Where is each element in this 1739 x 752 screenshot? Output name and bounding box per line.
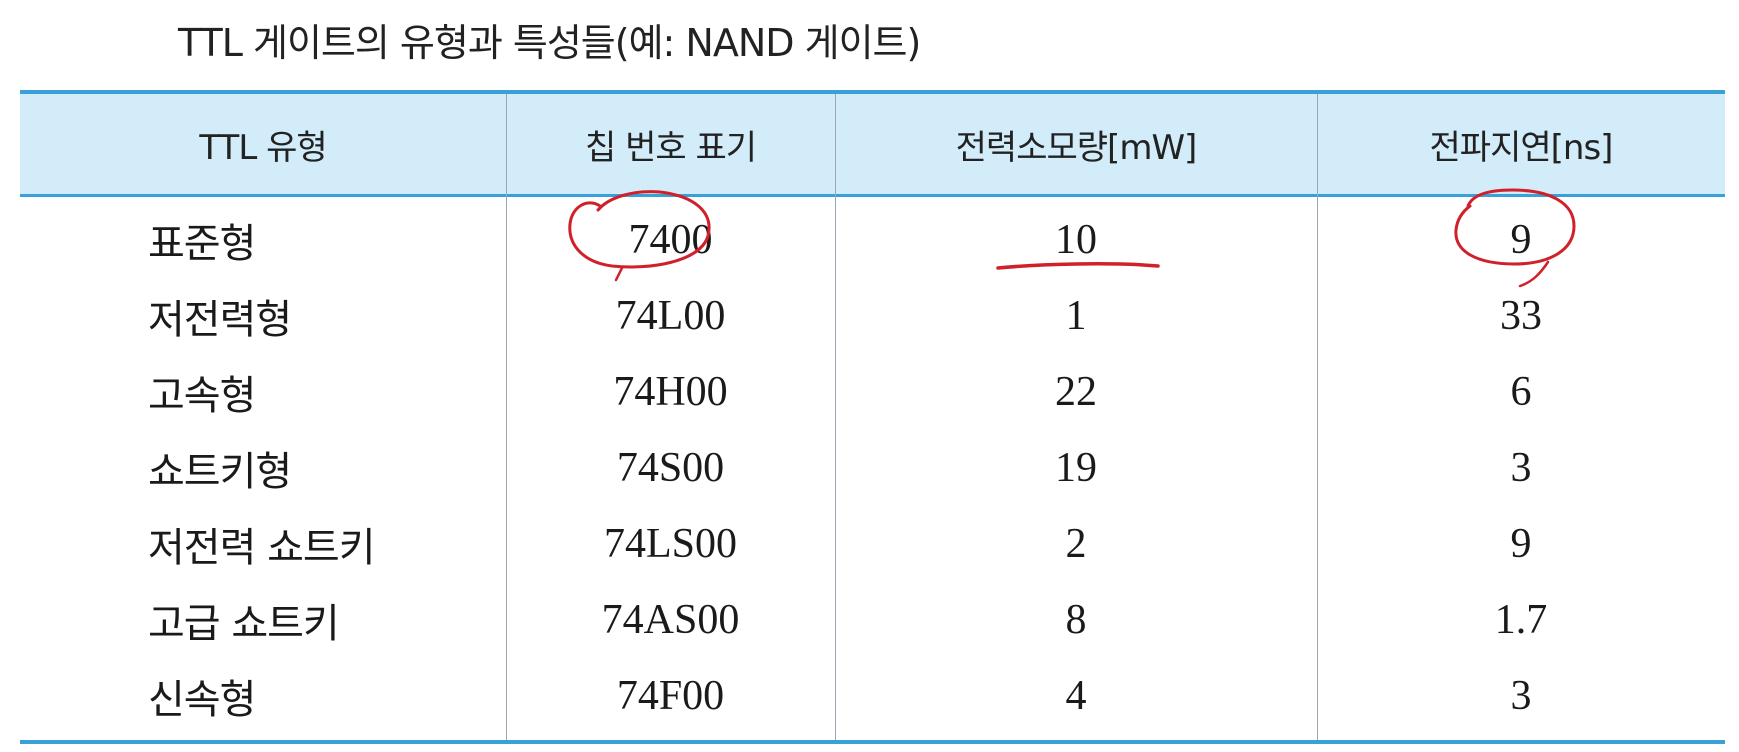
table-header-band [20,94,1725,194]
cell-delay: 1.7 [1494,597,1548,643]
cell-delay: 9 [1510,217,1532,263]
table-bottom-rule [20,740,1725,744]
cell-delay: 9 [1510,521,1532,567]
ttl-gate-table: TTL 유형 칩 번호 표기 전력소모량[mW] 전파지연[ns] 표준형 74… [20,90,1725,745]
cell-power: 10 [1055,217,1097,263]
cell-delay: 6 [1510,369,1532,415]
header-chip-number: 칩 번호 표기 [584,127,757,168]
table-top-rule [20,90,1725,94]
header-ttl-type: TTL 유형 [199,127,327,168]
column-divider [1317,94,1318,740]
cell-ttl-type: 저전력형 [148,297,292,343]
cell-chip-number: 74AS00 [601,597,740,643]
cell-power: 2 [1065,521,1087,567]
cell-ttl-type: 신속형 [148,677,256,723]
cell-chip-number: 74LS00 [603,521,737,567]
cell-delay: 3 [1510,673,1532,719]
table-row: 고속형 74H00 22 6 [20,354,1725,430]
table-row: 신속형 74F00 4 3 [20,658,1725,734]
table-row: 저전력 쇼트키 74LS00 2 9 [20,506,1725,582]
header-power-consumption: 전력소모량[mW] [955,127,1198,168]
cell-chip-number: 7400 [628,217,713,263]
column-divider [835,94,836,740]
table-row: 고급 쇼트키 74AS00 8 1.7 [20,582,1725,658]
cell-power: 8 [1065,597,1087,643]
cell-chip-number: 74L00 [615,293,726,339]
cell-chip-number: 74S00 [616,445,725,491]
header-propagation-delay: 전파지연[ns] [1429,127,1614,168]
cell-chip-number: 74H00 [613,369,728,415]
table-row: 표준형 7400 10 9 [20,202,1725,278]
cell-chip-number: 74F00 [616,673,725,719]
cell-power: 19 [1055,445,1097,491]
cell-power: 22 [1055,369,1097,415]
cell-delay: 3 [1510,445,1532,491]
cell-delay: 33 [1500,293,1542,339]
table-row: 쇼트키형 74S00 19 3 [20,430,1725,506]
column-divider [506,94,507,740]
cell-power: 4 [1065,673,1087,719]
table-title: TTL 게이트의 유형과 특성들(예: NAND 게이트) [178,21,921,65]
cell-ttl-type: 표준형 [148,221,256,267]
cell-ttl-type: 쇼트키형 [148,449,292,495]
cell-ttl-type: 고급 쇼트키 [148,601,340,647]
table-header-rule [20,194,1725,197]
table-row: 저전력형 74L00 1 33 [20,278,1725,354]
cell-ttl-type: 고속형 [148,373,256,419]
cell-ttl-type: 저전력 쇼트키 [148,525,376,571]
cell-power: 1 [1065,293,1087,339]
